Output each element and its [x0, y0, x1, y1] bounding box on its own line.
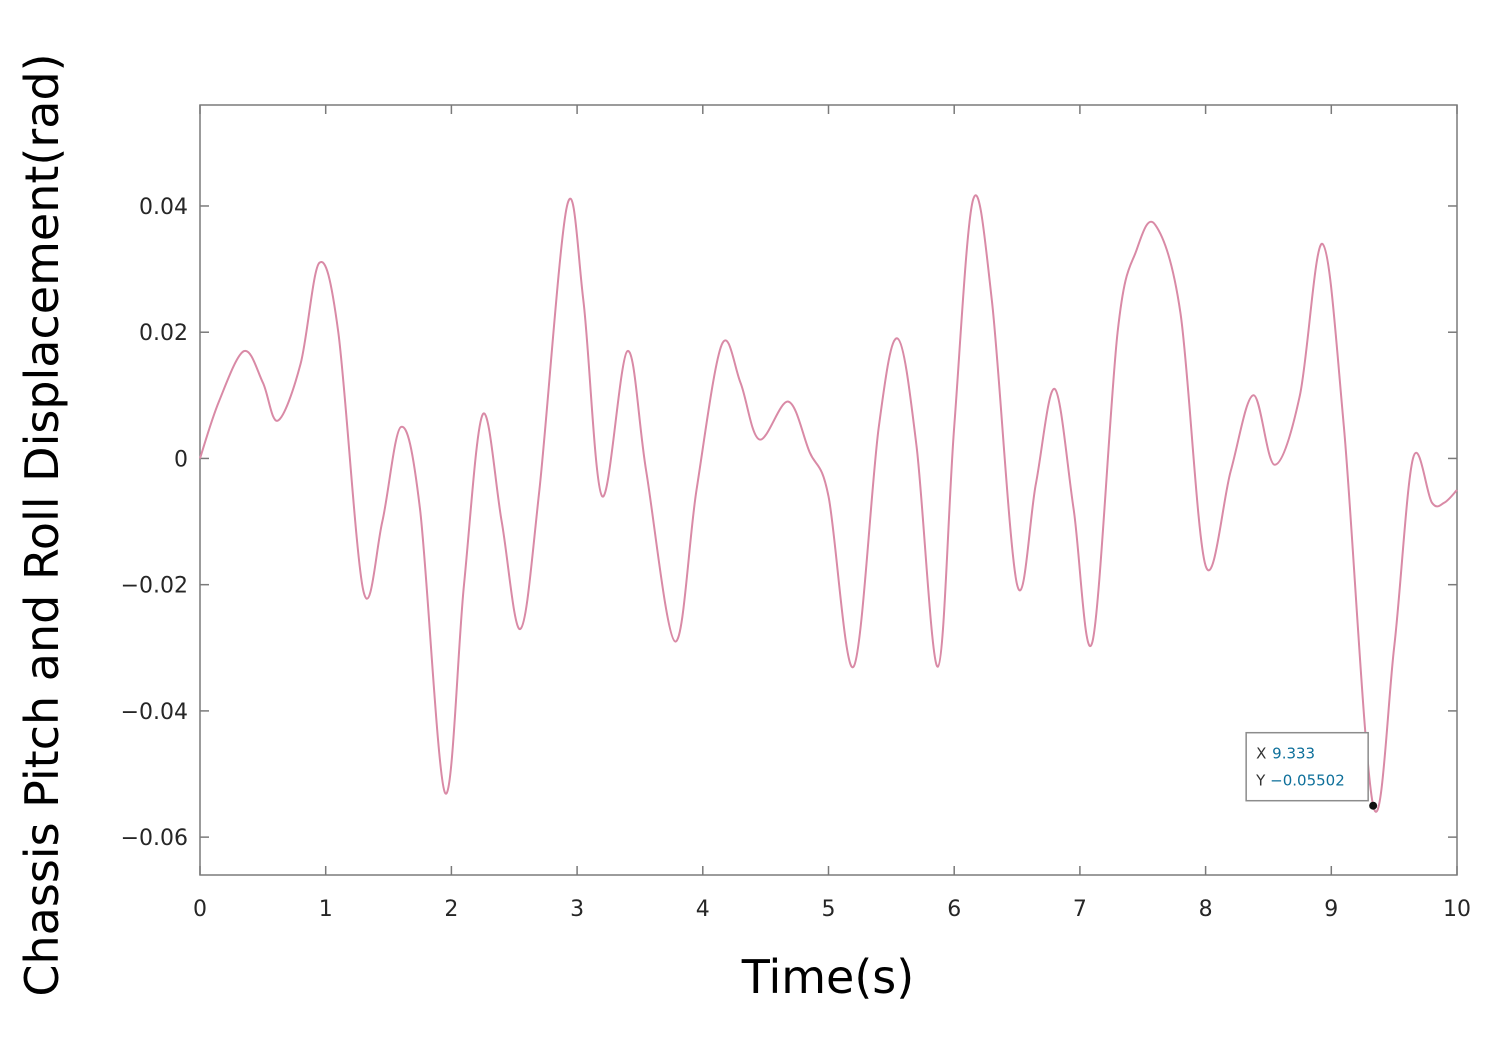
y-tick-label: −0.02 — [121, 574, 188, 599]
y-tick-labels: 0.04 0.02 0 −0.02 −0.04 −0.06 — [121, 195, 188, 851]
y-tick-label: 0.02 — [139, 321, 188, 346]
x-tick-label: 4 — [696, 897, 710, 922]
x-axis-title: Time(s) — [741, 950, 914, 1004]
series-line — [199, 194, 1458, 813]
x-tick-label: 3 — [570, 897, 584, 922]
datatip-box — [1245, 731, 1369, 802]
x-tick-label: 5 — [822, 897, 836, 922]
x-tick-label: 1 — [319, 897, 333, 922]
x-tick-label: 6 — [947, 897, 961, 922]
y-tick-label: −0.06 — [121, 826, 188, 851]
datatip-x-label: X — [1256, 745, 1266, 763]
x-tick-label: 9 — [1324, 897, 1338, 922]
y-axis-title: Chassis Pitch and Roll Displacement(rad) — [15, 53, 69, 996]
y-tick-label: 0 — [174, 447, 188, 472]
y-tick-label: −0.04 — [121, 700, 188, 725]
datatip-marker — [1369, 801, 1378, 810]
datatip-x-value: 9.333 — [1272, 745, 1315, 763]
x-tick-label: 2 — [444, 897, 458, 922]
tick-marks — [199, 105, 1458, 875]
x-tick-label: 0 — [193, 897, 207, 922]
x-tick-labels: 0 1 2 3 4 5 6 7 8 9 10 — [193, 897, 1471, 922]
x-tick-label: 8 — [1199, 897, 1213, 922]
datatip-y-label: Y — [1255, 772, 1266, 790]
x-tick-label: 7 — [1073, 897, 1087, 922]
datatip[interactable]: X 9.333 Y −0.05502 — [1245, 731, 1378, 810]
y-tick-label: 0.04 — [139, 195, 188, 220]
datatip-y-value: −0.05502 — [1270, 772, 1345, 790]
x-tick-label: 10 — [1443, 897, 1471, 922]
